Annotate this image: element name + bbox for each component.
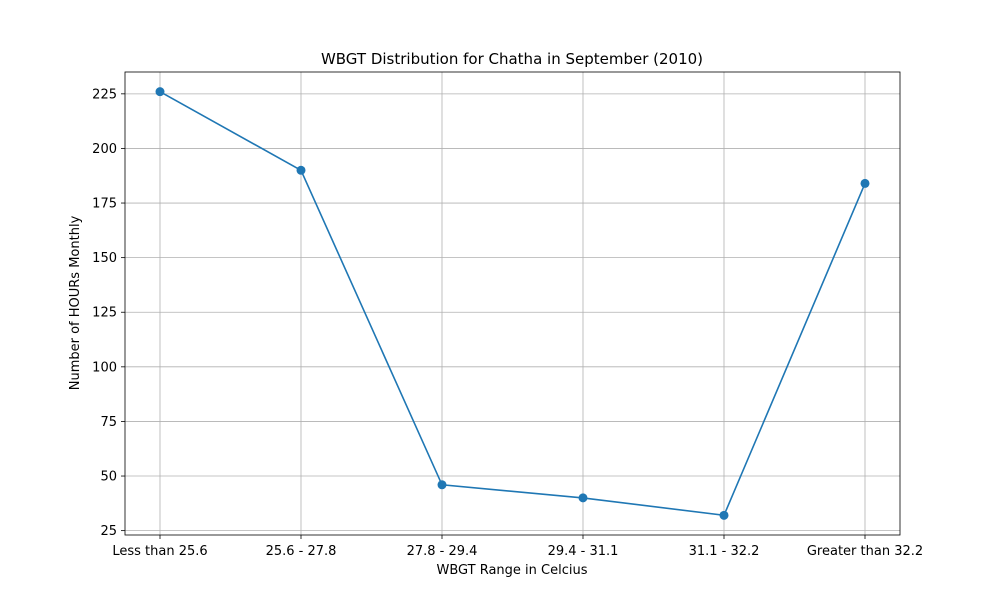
series-line bbox=[159, 91, 866, 517]
x-axis-label: WBGT Range in Celcius bbox=[436, 563, 587, 578]
y-tick-label: 200 bbox=[92, 142, 117, 157]
chart-title: WBGT Distribution for Chatha in Septembe… bbox=[321, 50, 703, 68]
x-tick-label: 31.1 - 32.2 bbox=[689, 544, 760, 559]
grid-layer bbox=[125, 72, 900, 535]
data-point bbox=[860, 178, 870, 188]
x-tick-label: Greater than 32.2 bbox=[807, 544, 923, 559]
data-point bbox=[296, 165, 306, 175]
x-tick-label: 27.8 - 29.4 bbox=[407, 544, 478, 559]
y-tick-label: 125 bbox=[92, 306, 117, 321]
data-point bbox=[437, 480, 447, 490]
y-tick-label: 75 bbox=[100, 415, 117, 430]
plot-area-frame bbox=[124, 71, 901, 536]
y-tick-label: 225 bbox=[92, 87, 117, 102]
y-tick-label: 150 bbox=[92, 251, 117, 266]
y-tick-label: 175 bbox=[92, 197, 117, 212]
x-tick-label: Less than 25.6 bbox=[112, 544, 207, 559]
data-point bbox=[155, 87, 165, 97]
series-points bbox=[155, 87, 870, 520]
y-axis: 25 50 75 100 125 150 175 200 225 bbox=[92, 87, 125, 539]
y-tick-label: 50 bbox=[100, 470, 117, 485]
x-axis: Less than 25.6 25.6 - 27.8 27.8 - 29.4 29.4… bbox=[112, 535, 923, 559]
data-point bbox=[719, 510, 729, 520]
data-point bbox=[578, 493, 588, 503]
x-tick-label: 29.4 - 31.1 bbox=[548, 544, 619, 559]
y-tick-label: 25 bbox=[100, 524, 117, 539]
y-axis-label: Number of HOURs Monthly bbox=[68, 215, 83, 390]
y-tick-label: 100 bbox=[92, 360, 117, 375]
x-tick-label: 25.6 - 27.8 bbox=[266, 544, 337, 559]
